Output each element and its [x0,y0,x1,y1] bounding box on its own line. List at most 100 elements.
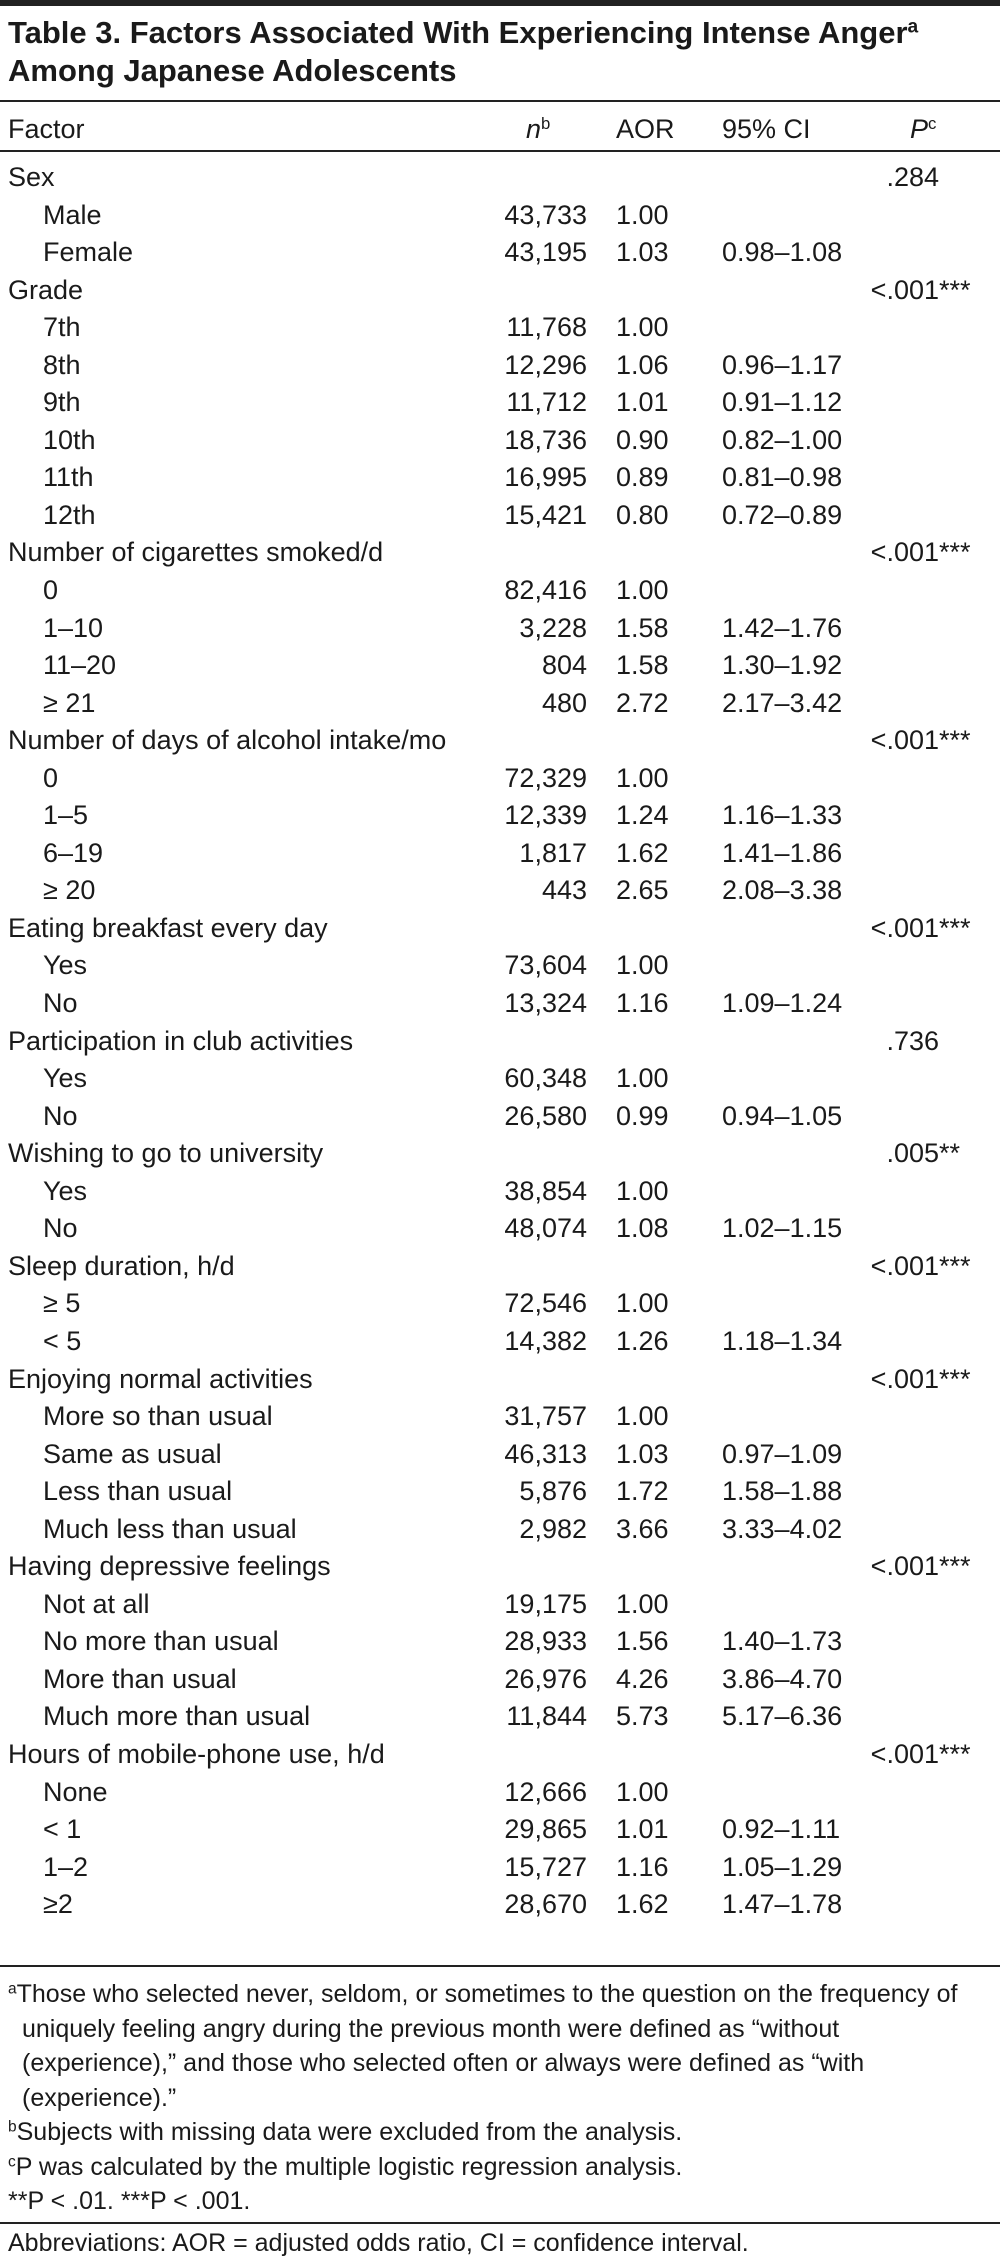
sub-row: More than usual 26,976 4.26 3.86–4.70 [0,1661,1000,1699]
group-row: Sleep duration, h/d <.001 *** [0,1248,1000,1286]
group-row: Wishing to go to university .005 ** [0,1135,1000,1173]
rule [0,150,1000,152]
aor-cell: 0.90 [616,424,669,455]
group-row: Participation in club activities .736 [0,1023,1000,1061]
aor-cell: 0.99 [616,1100,669,1131]
level-label: ≥2 [43,1889,73,1920]
footnote-text: Those who selected never, seldom, or som… [16,1980,958,2112]
sub-row: 1–5 12,339 1.24 1.16–1.33 [0,797,1000,835]
p-value: <.001 [870,1738,939,1769]
ci-cell: 0.81–0.98 [722,462,843,493]
group-row: Number of days of alcohol intake/mo <.001… [0,722,1000,760]
p-value: .005 [886,1138,939,1169]
significance-stars: *** [939,725,971,756]
ci-cell: 0.97–1.09 [722,1438,843,1469]
n-cell: 28,933 [504,1626,587,1657]
aor-cell: 2.72 [616,687,669,718]
significance-stars: *** [939,1250,971,1281]
sub-row: ≥ 20 443 2.65 2.08–3.38 [0,872,1000,910]
level-label: < 1 [43,1814,82,1845]
aor-cell: 3.66 [616,1513,669,1544]
sub-row: None 12,666 1.00 [0,1774,1000,1812]
p-value: <.001 [870,1551,939,1582]
n-cell: 11,712 [506,387,587,418]
footnote-mark: a [8,1980,17,1998]
n-cell: 2,982 [519,1513,587,1544]
aor-cell: 1.26 [616,1325,669,1356]
aor-cell: 1.00 [616,1175,669,1206]
level-label: No [43,988,78,1019]
level-label: ≥ 20 [43,875,96,906]
n-cell: 26,976 [504,1663,587,1694]
group-row: Number of cigarettes smoked/d <.001 *** [0,534,1000,572]
sub-row: 7th 11,768 1.00 [0,309,1000,347]
ci-cell: 3.86–4.70 [722,1663,843,1694]
sub-row: 11th 16,995 0.89 0.81–0.98 [0,459,1000,497]
sub-row: Female 43,195 1.03 0.98–1.08 [0,234,1000,272]
n-cell: 46,313 [504,1438,587,1469]
p-value: <.001 [870,912,939,943]
n-cell: 1,817 [519,837,587,868]
factor-label: Enjoying normal activities [8,1363,313,1394]
n-cell: 28,670 [504,1889,587,1920]
aor-cell: 0.80 [616,499,669,530]
factor-label: Sex [8,162,55,192]
n-cell: 804 [541,650,587,681]
level-label: None [43,1776,108,1807]
sub-row: Much more than usual 11,844 5.73 5.17–6.36 [0,1698,1000,1736]
aor-cell: 4.26 [616,1663,669,1694]
ci-cell: 1.05–1.29 [722,1851,843,1882]
ci-cell: 1.09–1.24 [722,988,843,1019]
significance-stars: *** [939,1738,971,1769]
level-label: 10th [43,424,96,455]
level-label: Yes [43,950,88,981]
sub-row: More so than usual 31,757 1.00 [0,1398,1000,1436]
sub-row: 10th 18,736 0.90 0.82–1.00 [0,422,1000,460]
ci-cell: 0.98–1.08 [722,237,843,268]
sub-row: No more than usual 28,933 1.56 1.40–1.73 [0,1623,1000,1661]
ci-cell: 1.40–1.73 [722,1626,843,1657]
level-label: 11th [43,462,94,493]
level-label: ≥ 5 [43,1288,81,1319]
group-row: Hours of mobile-phone use, h/d <.001 *** [0,1736,1000,1774]
level-label: 1–2 [43,1851,89,1882]
sub-row: Less than usual 5,876 1.72 1.58–1.88 [0,1473,1000,1511]
ci-cell: 0.82–1.00 [722,424,843,455]
level-label: 11–20 [43,650,117,681]
significance-note: **P < .01. ***P < .001. [8,2187,251,2215]
ci-cell: 1.18–1.34 [722,1325,843,1356]
n-cell: 15,421 [504,499,587,530]
level-label: Female [43,237,134,268]
sub-row: Male 43,733 1.00 [0,197,1000,235]
n-cell: 12,339 [504,800,587,831]
ci-cell: 1.42–1.76 [722,612,843,643]
aor-cell: 1.72 [616,1476,669,1507]
rule [0,2222,1000,2224]
abbreviations: Abbreviations: AOR = adjusted odds ratio… [8,2229,749,2257]
n-cell: 72,329 [504,762,587,793]
aor-cell: 1.00 [616,312,669,343]
aor-cell: 1.16 [616,1851,669,1882]
level-label: 1–5 [43,800,89,831]
aor-cell: 1.00 [616,950,669,981]
header-cell: P [910,114,929,144]
aor-cell: 1.03 [616,237,669,268]
ci-cell: 1.41–1.86 [722,837,843,868]
n-cell: 3,228 [519,612,587,643]
header-cell: 95% CI [722,114,811,144]
level-label: Much less than usual [43,1513,297,1544]
sub-row: ≥2 28,670 1.62 1.47–1.78 [0,1886,1000,1924]
sub-row: No 26,580 0.99 0.94–1.05 [0,1098,1000,1136]
p-value: <.001 [870,274,939,305]
aor-cell: 5.73 [616,1701,669,1732]
group-row: Having depressive feelings <.001 *** [0,1548,1000,1586]
aor-cell: 1.00 [616,1063,669,1094]
ci-cell: 1.58–1.88 [722,1476,843,1507]
footnote: aThose who selected never, seldom, or so… [8,1977,993,2115]
sub-row: 8th 12,296 1.06 0.96–1.17 [0,347,1000,385]
level-label: ≥ 21 [43,687,96,718]
n-cell: 443 [541,875,587,906]
n-cell: 31,757 [504,1401,587,1432]
n-cell: 16,995 [504,462,587,493]
